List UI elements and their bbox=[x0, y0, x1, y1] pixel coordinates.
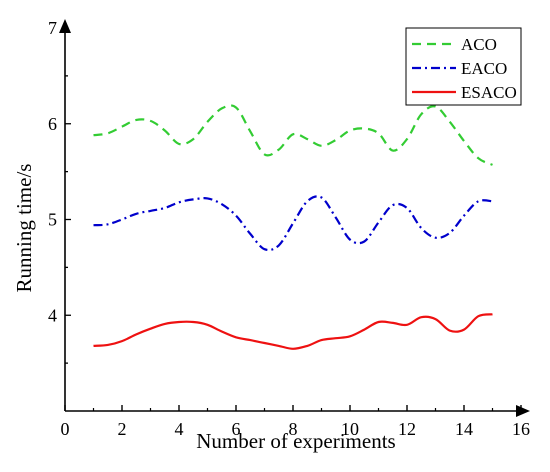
y-tick-label: 6 bbox=[48, 114, 57, 134]
series-line-esaco bbox=[93, 313, 493, 350]
series-line-aco bbox=[93, 104, 493, 166]
x-axis-arrow bbox=[516, 405, 530, 417]
legend: ACO EACO ESACO bbox=[405, 27, 522, 106]
x-tick-label: 6 bbox=[232, 419, 241, 439]
y-tick-label: 5 bbox=[48, 210, 57, 230]
legend-label-aco: ACO bbox=[461, 35, 497, 54]
y-axis-title: Running time/s bbox=[12, 164, 36, 293]
x-tick-label: 4 bbox=[175, 419, 184, 439]
axes: 0 2 4 6 8 10 12 14 16 4 5 6 7 bbox=[48, 18, 530, 439]
legend-label-esaco: ESACO bbox=[461, 83, 517, 102]
legend-label-eaco: EACO bbox=[461, 59, 507, 78]
x-axis-title: Number of experiments bbox=[196, 429, 395, 453]
x-tick-label: 8 bbox=[289, 419, 298, 439]
series-line-eaco bbox=[93, 195, 493, 252]
y-tick-label: 4 bbox=[48, 305, 57, 325]
y-tick-label: 7 bbox=[48, 18, 57, 38]
x-tick-label: 0 bbox=[61, 419, 70, 439]
x-tick-label: 10 bbox=[341, 419, 359, 439]
x-tick-label: 2 bbox=[118, 419, 127, 439]
x-tick-label: 16 bbox=[512, 419, 530, 439]
y-axis-arrow bbox=[59, 19, 71, 33]
series-layer bbox=[93, 104, 493, 350]
x-tick-label: 12 bbox=[398, 419, 416, 439]
x-tick-label: 14 bbox=[455, 419, 473, 439]
